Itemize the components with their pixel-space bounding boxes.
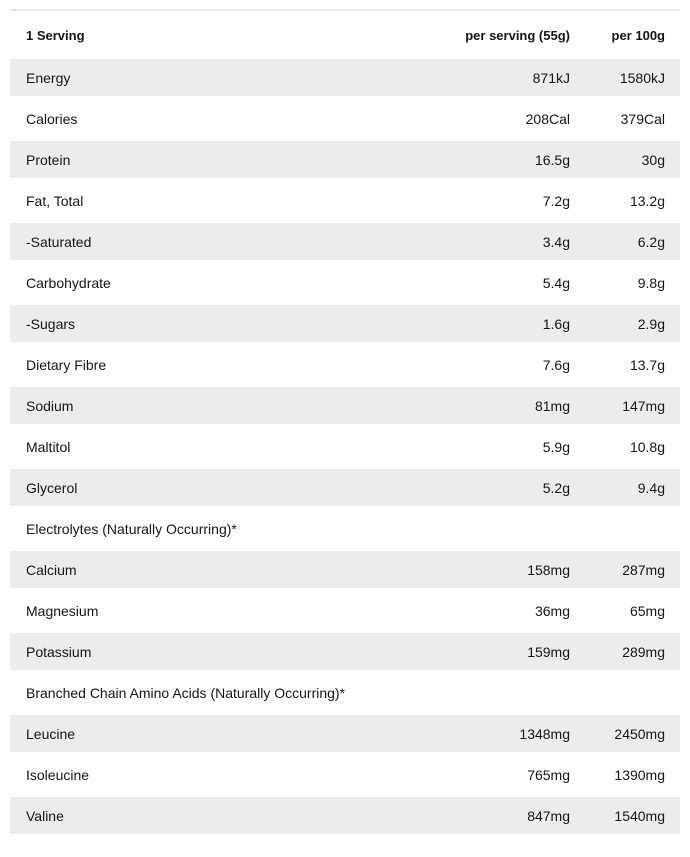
per-serving-value: 5.2g	[542, 479, 570, 496]
per-100g-value: 65mg	[629, 602, 665, 619]
per-serving-value: 847mg	[527, 807, 570, 824]
per-100g-value: 9.8g	[637, 274, 665, 291]
nutrient-label: Isoleucine	[26, 766, 90, 783]
nutrient-label: Dietary Fibre	[26, 356, 107, 373]
per-100g-value: 9.4g	[637, 479, 665, 496]
table-header-row: 1 Serving per serving (55g) per 100g	[10, 11, 680, 59]
nutrient-label: -Sugars	[26, 315, 76, 332]
per-serving-value: 36mg	[534, 602, 570, 619]
per-100g-value: 13.2g	[629, 192, 665, 209]
per-100g-value: 10.8g	[629, 438, 665, 455]
per-serving-value: 871kJ	[532, 69, 570, 86]
per-serving-value: 81mg	[534, 397, 570, 414]
per-100g-value: 289mg	[622, 643, 665, 660]
per-serving-value: 7.6g	[542, 356, 570, 373]
per-serving-value: 159mg	[527, 643, 570, 660]
per-100g-value: 287mg	[622, 561, 665, 578]
per-serving-value: 5.4g	[542, 274, 570, 291]
table-row: Magnesium 36mg 65mg	[10, 592, 680, 629]
header-per-serving: per serving (55g)	[465, 27, 570, 43]
per-serving-value: 16.5g	[534, 151, 570, 168]
per-100g-value: 2450mg	[614, 725, 665, 742]
nutrient-label: Glycerol	[26, 479, 78, 496]
nutrient-label: Magnesium	[26, 602, 99, 619]
nutrient-label: Protein	[26, 151, 71, 168]
nutrient-label: Carbohydrate	[26, 274, 111, 291]
table-row: Leucine 1348mg 2450mg	[10, 715, 680, 752]
table-row: Isoleucine 765mg 1390mg	[10, 756, 680, 793]
nutrient-label: -Saturated	[26, 233, 92, 250]
nutrition-panel: 1 Serving per serving (55g) per 100g Ene…	[10, 9, 680, 834]
nutrient-label: Calories	[26, 110, 78, 127]
nutrient-label: Calcium	[26, 561, 77, 578]
per-serving-value: 7.2g	[542, 192, 570, 209]
table-row: Potassium 159mg 289mg	[10, 633, 680, 670]
table-row: Protein 16.5g 30g	[10, 141, 680, 178]
table-row: -Saturated 3.4g 6.2g	[10, 223, 680, 260]
section-label: Branched Chain Amino Acids (Naturally Oc…	[26, 684, 346, 701]
table-row: Carbohydrate 5.4g 9.8g	[10, 264, 680, 301]
table-row: Valine 847mg 1540mg	[10, 797, 680, 834]
per-100g-value: 30g	[641, 151, 665, 168]
top-divider	[10, 9, 680, 11]
per-serving-value: 3.4g	[542, 233, 570, 250]
nutrient-label: Potassium	[26, 643, 92, 660]
table-row: Dietary Fibre 7.6g 13.7g	[10, 346, 680, 383]
table-row: Glycerol 5.2g 9.4g	[10, 469, 680, 506]
per-100g-value: 2.9g	[637, 315, 665, 332]
per-serving-value: 5.9g	[542, 438, 570, 455]
per-100g-value: 147mg	[622, 397, 665, 414]
per-serving-value: 1348mg	[519, 725, 570, 742]
section-label: Electrolytes (Naturally Occurring)*	[26, 520, 237, 537]
nutrient-label: Maltitol	[26, 438, 71, 455]
table-row: Calcium 158mg 287mg	[10, 551, 680, 588]
per-100g-value: 1390mg	[614, 766, 665, 783]
header-serving-size: 1 Serving	[26, 27, 85, 43]
header-per-100g: per 100g	[611, 27, 665, 43]
nutrient-label: Valine	[26, 807, 64, 824]
nutrition-rows: Energy 871kJ 1580kJ Calories 208Cal 379Cal Pro…	[10, 59, 680, 834]
nutrient-label: Fat, Total	[26, 192, 84, 209]
table-row: Energy 871kJ 1580kJ	[10, 59, 680, 96]
per-serving-value: 765mg	[527, 766, 570, 783]
per-100g-value: 1580kJ	[619, 69, 665, 86]
section-header-row: Branched Chain Amino Acids (Naturally Oc…	[10, 674, 680, 711]
table-row: Sodium 81mg 147mg	[10, 387, 680, 424]
nutrient-label: Leucine	[26, 725, 76, 742]
table-row: Maltitol 5.9g 10.8g	[10, 428, 680, 465]
per-serving-value: 208Cal	[525, 110, 570, 127]
table-row: Calories 208Cal 379Cal	[10, 100, 680, 137]
per-100g-value: 13.7g	[629, 356, 665, 373]
per-serving-value: 158mg	[527, 561, 570, 578]
per-100g-value: 6.2g	[637, 233, 665, 250]
per-100g-value: 379Cal	[620, 110, 665, 127]
table-row: Fat, Total 7.2g 13.2g	[10, 182, 680, 219]
per-serving-value: 1.6g	[542, 315, 570, 332]
per-100g-value: 1540mg	[614, 807, 665, 824]
table-row: -Sugars 1.6g 2.9g	[10, 305, 680, 342]
nutrient-label: Energy	[26, 69, 71, 86]
nutrient-label: Sodium	[26, 397, 74, 414]
section-header-row: Electrolytes (Naturally Occurring)*	[10, 510, 680, 547]
